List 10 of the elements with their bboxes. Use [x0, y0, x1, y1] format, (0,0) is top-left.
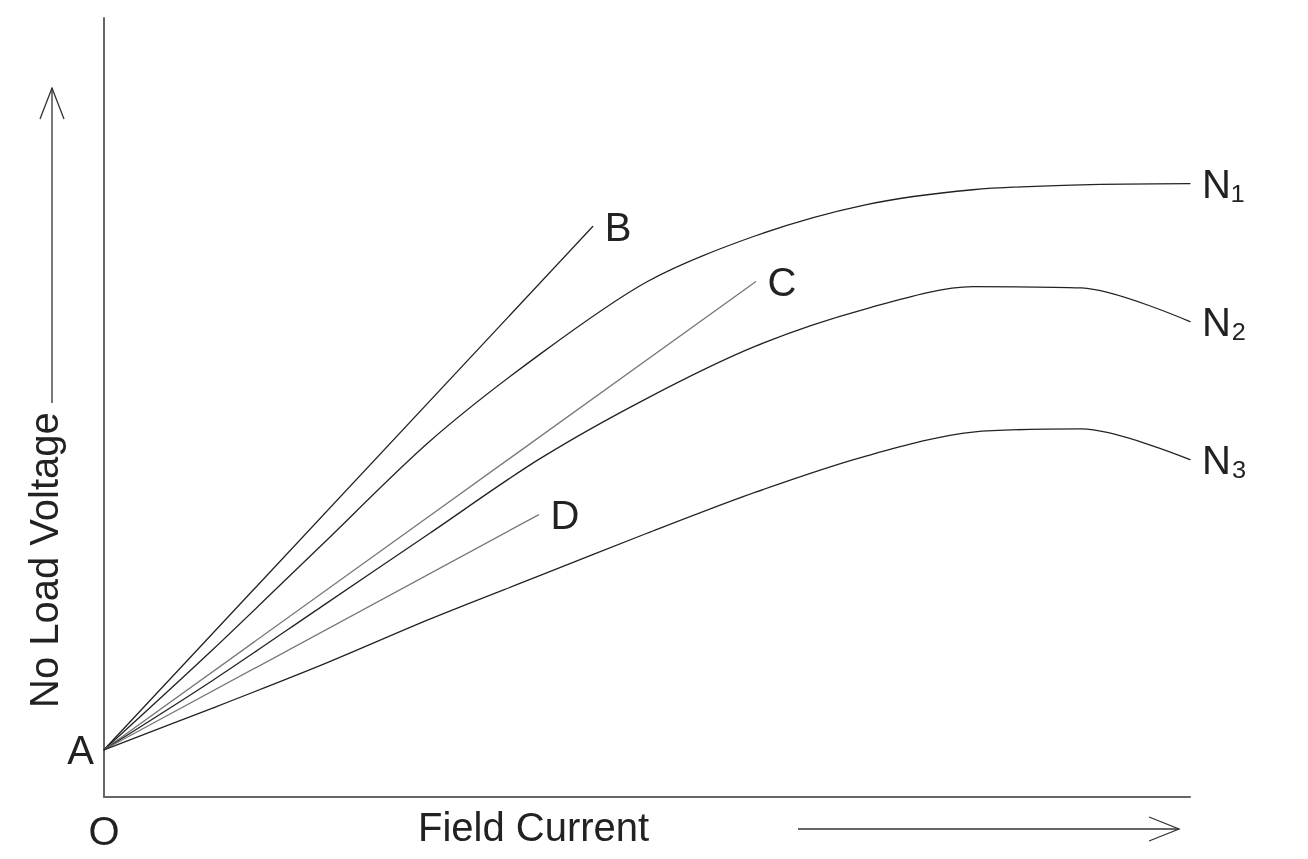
- series-label: N₂: [1202, 299, 1247, 344]
- text: A: [67, 727, 95, 772]
- series-label: B: [604, 204, 632, 249]
- text: O: [88, 809, 120, 853]
- series-label: C: [767, 259, 797, 304]
- series-label: N₁: [1202, 161, 1245, 206]
- series-label: D: [550, 492, 580, 537]
- y-axis-title: No Load Voltage: [22, 412, 66, 708]
- series-label: N₃: [1202, 437, 1248, 482]
- x-axis-title: Field Current: [418, 805, 650, 849]
